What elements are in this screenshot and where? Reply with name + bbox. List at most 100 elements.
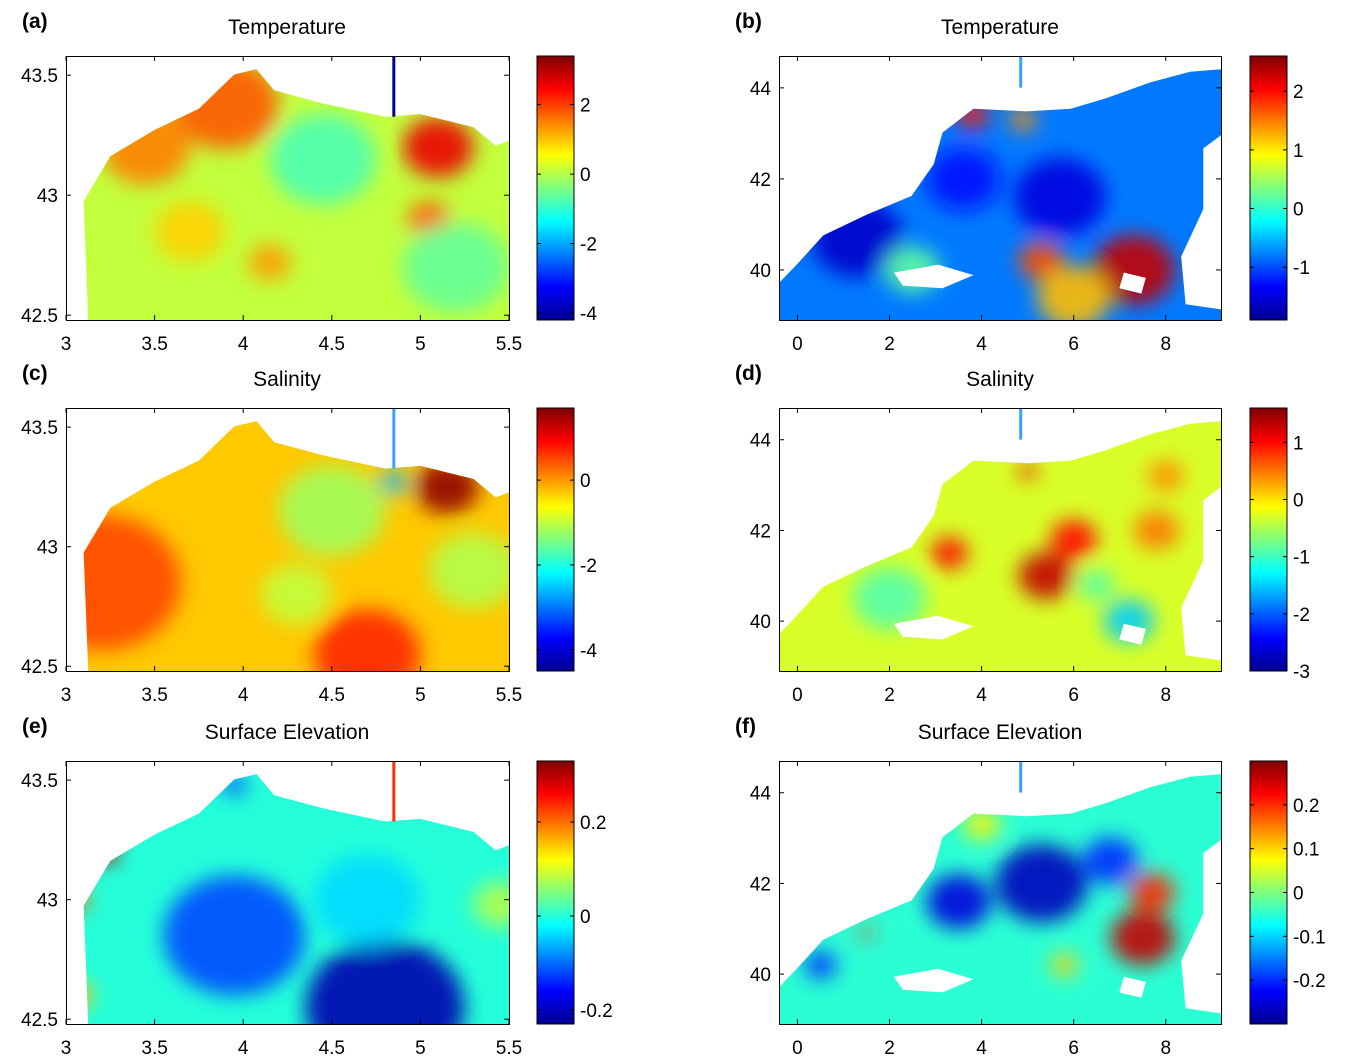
colorbar-tick-label: 1 [1293, 141, 1304, 162]
colorbar-tick-label: 0 [1293, 884, 1304, 905]
heatmap-field [779, 69, 1221, 320]
x-tick-label: 3 [61, 685, 72, 706]
panel-6: 0 2 4 6 8 40 42 44 (f) Surface Elevation 0.2 0.1 0 -0… [735, 715, 1326, 1059]
x-tick-label: 0 [792, 685, 803, 706]
heatmap-features [83, 774, 509, 1024]
y-tick-label: 42.5 [21, 657, 58, 678]
colorbar-tick-label: 2 [580, 96, 591, 117]
colorbar-tick-label: 0 [580, 165, 591, 186]
x-tick-label: 5 [415, 685, 426, 706]
colorbar-tick-label: -0.2 [1293, 971, 1326, 992]
panel-2: 0 2 4 6 8 40 42 44 (b) Temperature 2 1 0 -1 [735, 10, 1310, 355]
x-tick-label: 8 [1160, 685, 1171, 706]
colorbar-tick-label: 0 [580, 907, 591, 928]
heatmap-cell-2 [1128, 872, 1175, 913]
panel-label: (c) [22, 362, 48, 385]
y-tick-label: 42 [750, 170, 771, 191]
x-tick-label: 3.5 [141, 685, 167, 706]
heatmap-cell-3 [995, 844, 1088, 923]
heatmap-cell-1 [1018, 552, 1074, 600]
heatmap-cell-2 [1018, 241, 1065, 281]
x-tick-label: 0 [792, 1038, 803, 1059]
panel-label: (b) [735, 10, 762, 33]
colorbar-tick-label: -0.1 [1293, 927, 1326, 948]
x-tick-label: 6 [1068, 685, 1079, 706]
y-tick-label: 43.5 [21, 66, 58, 87]
x-tick-label: 4.5 [319, 1038, 345, 1059]
colorbar-tick-label: 1 [1293, 433, 1304, 454]
heatmap-cell-5 [1082, 837, 1139, 885]
y-tick-label: 43 [37, 538, 58, 559]
colorbar-tick-label: -0.2 [580, 1001, 613, 1022]
heatmap-cell-5 [1103, 599, 1155, 643]
panel-3: 3 3.5 4 4.5 5 5.5 42.5 43 43.5 (c) Salinity 0 -2 -4 [21, 362, 597, 706]
colorbar-tick-label: -2 [580, 556, 597, 577]
heatmap-cell-1 [1092, 234, 1175, 306]
colorbar [536, 760, 575, 1025]
heatmap-cell-6 [804, 951, 837, 979]
heatmap-cell-6 [261, 564, 332, 625]
colorbar-tick-label: -4 [580, 641, 597, 662]
heatmap-cell-5 [278, 465, 385, 556]
colorbar-tick-label: 0 [1293, 490, 1304, 511]
heatmap-cell-6 [1078, 569, 1116, 601]
panel-label: (a) [22, 10, 48, 33]
colorbar-tick-label: -2 [580, 235, 597, 256]
colorbar [1249, 407, 1288, 672]
heatmap-cell-8 [859, 927, 874, 940]
x-tick-label: 2 [884, 1038, 895, 1059]
heatmap-cell-3 [931, 537, 968, 569]
x-tick-label: 6 [1068, 334, 1079, 355]
heatmap-field [83, 69, 509, 320]
colorbar [1249, 760, 1288, 1025]
x-tick-label: 2 [884, 334, 895, 355]
heatmap-field [83, 774, 509, 1024]
colorbar-tick-label: 0.2 [1293, 796, 1319, 817]
heatmap-cell-4 [926, 874, 991, 929]
heatmap-cell-4 [305, 939, 465, 1024]
heatmap-cell-3 [83, 514, 182, 651]
y-tick-label: 44 [750, 784, 772, 805]
heatmap-cell-8 [314, 854, 421, 945]
x-tick-label: 0 [792, 334, 803, 355]
axis-frame [779, 408, 1222, 672]
heatmap-cell-7 [963, 808, 1000, 841]
heatmap-cell-8 [1133, 510, 1180, 550]
y-tick-label: 42 [750, 521, 771, 542]
colorbar-tick-label: 0.1 [1293, 840, 1319, 861]
heatmap-cell-2 [1050, 519, 1097, 560]
colorbar-tick-label: -1 [1293, 258, 1310, 279]
x-tick-label: 3.5 [141, 1038, 167, 1059]
axis-frame [66, 56, 510, 321]
y-tick-label: 44 [750, 79, 772, 100]
panel-5: 3 3.5 4 4.5 5 5.5 42.5 43 43.5 (e) Surface Elevati… [21, 715, 613, 1059]
y-tick-label: 43 [37, 891, 58, 912]
panel-label: (f) [735, 715, 756, 738]
y-tick-label: 42.5 [21, 306, 58, 327]
heatmap-cell-4 [269, 114, 377, 205]
x-tick-label: 5.5 [496, 334, 522, 355]
colorbar-tick-label: -1 [1293, 548, 1310, 569]
heatmap-cell-9 [1147, 460, 1185, 492]
panel-4: 0 2 4 6 8 40 42 44 (d) Salinity 1 0 -1 -2 -3 [735, 362, 1310, 706]
y-tick-label: 42 [750, 874, 771, 895]
heatmap-cell-5 [1009, 108, 1037, 132]
axis-frame [779, 56, 1222, 321]
heatmap-cell-7 [402, 222, 509, 313]
x-tick-label: 4 [238, 1038, 249, 1059]
x-tick-label: 5.5 [496, 685, 522, 706]
heatmap-cell-7 [852, 567, 927, 630]
panel-title: Temperature [941, 16, 1059, 39]
heatmap-cell-2 [101, 109, 190, 185]
colorbar-tick-label: 0 [580, 471, 591, 492]
heatmap-cell-3 [402, 117, 474, 178]
heatmap-cell-6 [248, 244, 292, 281]
panel-title: Salinity [253, 368, 321, 391]
heatmap-cell-6 [473, 881, 509, 928]
heatmap-cell-1 [415, 459, 479, 514]
heatmap-field [779, 774, 1221, 1024]
heatmap-cell-1 [90, 839, 120, 864]
panel-title: Surface Elevation [205, 721, 370, 744]
axis-frame [66, 761, 510, 1025]
